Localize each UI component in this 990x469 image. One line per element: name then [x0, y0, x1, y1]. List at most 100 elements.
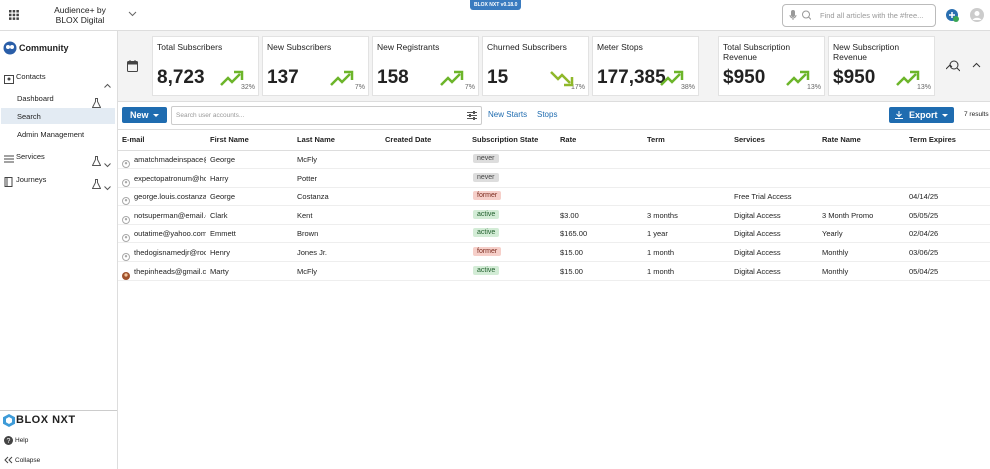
kpi-card: Total Subscription Revenue $950 13% [718, 36, 825, 96]
nav-icon [4, 174, 14, 192]
nav-chevron[interactable] [104, 155, 111, 173]
kpi-value: $950 [723, 67, 766, 88]
nav-item[interactable]: Journeys [16, 175, 47, 184]
table-cell: expectopatronum@ho [134, 173, 206, 183]
apps-icon[interactable] [9, 10, 19, 20]
nav-chevron[interactable] [104, 75, 111, 93]
app-name-line: BLOX Digital [55, 15, 105, 25]
table-row[interactable] [118, 243, 990, 262]
column-header[interactable]: Rate Name [822, 135, 861, 144]
kpi-card: New Registrants 158 7% [372, 36, 479, 96]
column-header[interactable]: Services [734, 135, 765, 144]
nav-chevron[interactable] [104, 178, 111, 196]
collapse-kpis[interactable] [972, 62, 981, 68]
flask-icon [91, 95, 102, 113]
app-name-line: Audience+ by [54, 5, 106, 15]
kpi-title: Total Subscribers [157, 42, 223, 52]
user-avatar[interactable] [970, 8, 984, 22]
table-row[interactable] [118, 150, 990, 169]
status-badge: active [473, 228, 500, 238]
new-button[interactable]: New [122, 107, 167, 123]
table-cell: Digital Access [734, 229, 781, 239]
table-row[interactable] [118, 262, 990, 281]
table-cell: Digital Access [734, 248, 781, 257]
table-cell: Digital Access [734, 266, 781, 276]
nav-subitem[interactable]: Admin Management [17, 130, 85, 139]
status-badge: never [473, 154, 499, 163]
kpi-change: 13% [916, 84, 931, 91]
blox-logo-icon [3, 414, 15, 427]
column-header[interactable]: Term [647, 135, 665, 144]
table-cell: Kent [297, 210, 313, 220]
table-cell: Costanza [297, 192, 329, 202]
table-cell: Marty [210, 266, 229, 276]
kpi-card: Total Subscribers 8,723 32% [152, 36, 259, 96]
community-icon [3, 41, 17, 55]
table-row[interactable] [118, 206, 990, 225]
app-name[interactable]: Audience+ by BLOX Digital [40, 5, 120, 25]
table-cell: $165.00 [560, 229, 588, 239]
table-cell: Monthly [822, 248, 849, 257]
table-cell: outatime@yahoo.com [134, 229, 206, 239]
collapse-link[interactable]: Collapse [15, 457, 41, 464]
table-cell: Clark [210, 210, 228, 220]
table-cell: 1 year [647, 229, 668, 239]
download-icon [895, 111, 903, 119]
kpi-title: Meter Stops [597, 42, 643, 52]
avatar-icon [122, 267, 130, 285]
new-button-label: New [130, 110, 149, 120]
nav-subitem[interactable]: Search [17, 112, 41, 121]
table-cell: George [210, 192, 236, 202]
column-header[interactable]: Subscription State [472, 135, 539, 144]
kpi-title: New Subscription Revenue [833, 42, 900, 62]
nav-item[interactable]: Contacts [16, 72, 46, 81]
trend-arrow [550, 71, 574, 87]
kpi-card: Meter Stops 177,385 38% [592, 36, 699, 96]
nav-item[interactable]: Services [16, 152, 45, 161]
avatar-icon [122, 192, 130, 210]
table-cell: 04/14/25 [909, 192, 939, 202]
kpi-title: Churned Subscribers [487, 42, 567, 52]
add-icon[interactable] [945, 8, 959, 22]
new-starts-link[interactable]: New Starts [488, 110, 528, 119]
column-header[interactable]: Last Name [297, 135, 335, 144]
nav-subitem[interactable]: Dashboard [17, 94, 54, 103]
stops-link[interactable]: Stops [537, 110, 558, 119]
table-cell: Emmett [210, 229, 236, 239]
calendar-icon[interactable] [127, 60, 138, 72]
global-search[interactable]: Find all articles with the #free... [782, 4, 936, 27]
table-cell: 1 month [647, 266, 675, 276]
table-row[interactable] [118, 224, 990, 244]
table-row[interactable] [118, 169, 990, 188]
export-button[interactable]: Export [889, 107, 954, 123]
column-header[interactable]: Created Date [385, 135, 432, 144]
avatar-icon [122, 155, 130, 173]
table-cell: amatchmadeinspace@ [134, 155, 206, 164]
kpi-change: 17% [570, 84, 585, 91]
app-dropdown[interactable] [128, 11, 137, 17]
column-header[interactable]: First Name [210, 135, 249, 144]
kpi-title: Total Subscription Revenue [723, 42, 791, 62]
flask-icon [91, 153, 102, 171]
status-badge: never [473, 172, 499, 182]
table-cell: george.louis.costanza [134, 192, 206, 202]
nav-selected-bg [1, 108, 115, 124]
help-link[interactable]: Help [15, 437, 29, 444]
chart-toggle-icon[interactable] [946, 59, 960, 73]
collapse-icon [4, 456, 13, 464]
column-header[interactable]: Term Expires [909, 135, 956, 144]
column-header[interactable]: E-mail [122, 135, 145, 144]
table-cell: notsuperman@email.c [134, 210, 206, 220]
kpi-change: 7% [354, 84, 365, 91]
column-header[interactable]: Rate [560, 135, 577, 144]
kpi-value: 177,385 [597, 67, 666, 88]
kpi-value: 15 [487, 67, 509, 88]
table-cell: 03/06/25 [909, 248, 939, 257]
account-search[interactable]: Search user accounts... [171, 106, 482, 125]
avatar-icon [122, 174, 130, 192]
table-row[interactable] [118, 187, 990, 207]
table-cell: Henry [210, 248, 231, 257]
kpi-title: New Subscribers [267, 42, 332, 52]
table-cell: Jones Jr. [297, 248, 328, 257]
kpi-value: 8,723 [157, 67, 205, 88]
